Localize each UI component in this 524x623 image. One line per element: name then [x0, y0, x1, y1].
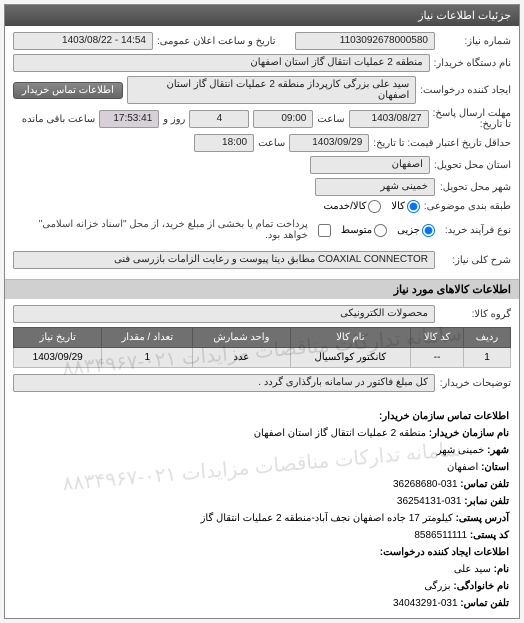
remain-label: ساعت باقی مانده	[22, 114, 95, 125]
radio-medium-input[interactable]	[374, 224, 387, 237]
topic-radio-group: کالا کالا/خدمت	[323, 200, 419, 213]
time-remaining: 17:53:41	[99, 110, 159, 128]
col-unit: واحد شمارش	[193, 328, 290, 348]
phone-line: تلفن تماس: 031-36268680	[15, 476, 509, 493]
city-label: شهر محل تحویل:	[439, 182, 511, 193]
buyer-note-value: کل مبلغ فاکتور در سامانه بارگذاری گردد .	[13, 374, 435, 392]
city-value: خمینی شهر	[315, 178, 435, 196]
col-idx: ردیف	[464, 328, 511, 348]
province-value: اصفهان	[310, 156, 430, 174]
radio-small-input[interactable]	[422, 224, 435, 237]
valid-label: حداقل تاریخ اعتبار قیمت: تا تاریخ:	[373, 138, 511, 149]
post-line: کد پستی: 8586511111	[15, 527, 509, 544]
table-row[interactable]: 1 -- کانکتور کواکسیال عدد 1 1403/09/29	[14, 348, 511, 368]
cell-name: کانکتور کواکسیال	[290, 348, 411, 368]
cell-date: 1403/09/29	[14, 348, 102, 368]
buyer-org-label: نام دستگاه خریدار:	[434, 58, 511, 69]
valid-time: 18:00	[194, 134, 254, 152]
panel-title: جزئیات اطلاعات نیاز	[418, 10, 511, 22]
treasury-checkbox[interactable]	[318, 224, 331, 237]
requester-label: ایجاد کننده درخواست:	[420, 85, 511, 96]
buyer-org-value: منطقه 2 عملیات انتقال گاز استان اصفهان	[13, 54, 430, 72]
org-line: نام سازمان خریدار: منطقه 2 عملیات انتقال…	[15, 425, 509, 442]
cell-code: --	[411, 348, 464, 368]
col-name: نام کالا	[290, 328, 411, 348]
panel-header: جزئیات اطلاعات نیاز	[5, 5, 519, 26]
radio-medium[interactable]: متوسط	[341, 224, 387, 237]
deadline-time-label: ساعت	[317, 114, 344, 125]
addr-line: آدرس پستی: کیلومتر 17 جاده اصفهان نجف آب…	[15, 510, 509, 527]
cphone-line: تلفن تماس: 031-34043291	[15, 595, 509, 612]
process-note: پرداخت تمام یا بخشی از مبلغ خرید، از محل…	[13, 217, 308, 243]
process-label: نوع فرآیند خرید:	[439, 225, 511, 236]
desc-label: شرح کلی نیاز:	[439, 255, 511, 266]
days-label: روز و	[163, 114, 185, 125]
col-code: کد کالا	[411, 328, 464, 348]
valid-date: 1403/09/29	[289, 134, 369, 152]
ann-date-value: 14:54 - 1403/08/22	[13, 32, 153, 50]
req-no-label: شماره نیاز:	[439, 36, 511, 47]
days-remaining: 4	[189, 110, 249, 128]
creator-heading: اطلاعات ایجاد کننده درخواست:	[15, 544, 509, 561]
topic-cat-label: طبقه بندی موضوعی:	[424, 201, 511, 212]
col-date: تاریخ نیاز	[14, 328, 102, 348]
buyer-note-label: توضیحات خریدار:	[439, 378, 511, 389]
cell-qty: 1	[102, 348, 193, 368]
goods-section-title: اطلاعات کالاهای مورد نیاز	[5, 279, 519, 299]
cell-unit: عدد	[193, 348, 290, 368]
deadline-label: مهلت ارسال پاسخ:تا تاریخ:	[433, 108, 511, 130]
radio-goods-input[interactable]	[407, 200, 420, 213]
lname-line: نام خانوادگی: بزرگی	[15, 578, 509, 595]
ann-date-label: تاریخ و ساعت اعلان عمومی:	[157, 36, 291, 47]
process-radio-group: جزیی متوسط پرداخت تمام یا بخشی از مبلغ خ…	[13, 217, 435, 243]
city-line: شهر: خمینی شهر	[15, 442, 509, 459]
province-label: استان محل تحویل:	[434, 160, 511, 171]
goods-table: ردیف کد کالا نام کالا واحد شمارش تعداد /…	[13, 327, 511, 368]
table-header-row: ردیف کد کالا نام کالا واحد شمارش تعداد /…	[14, 328, 511, 348]
radio-service[interactable]: کالا/خدمت	[323, 200, 381, 213]
desc-value: COAXIAL CONNECTOR مطابق دیتا پیوست و رعا…	[13, 251, 435, 269]
name-line: نام: سید علی	[15, 561, 509, 578]
col-qty: تعداد / مقدار	[102, 328, 193, 348]
contact-heading: اطلاعات تماس سازمان خریدار:	[15, 408, 509, 425]
radio-service-input[interactable]	[368, 200, 381, 213]
group-label: گروه کالا:	[439, 309, 511, 320]
radio-small[interactable]: جزیی	[397, 224, 435, 237]
deadline-time: 09:00	[253, 110, 313, 128]
fax-line: تلفن نمابر: 031-36254131	[15, 493, 509, 510]
group-value: محصولات الکترونیکی	[13, 305, 435, 323]
prov-line: استان: اصفهان	[15, 459, 509, 476]
deadline-date: 1403/08/27	[349, 110, 429, 128]
requester-value: سید علی بزرگی کارپرداز منطقه 2 عملیات ان…	[127, 76, 416, 104]
contact-buyer-button[interactable]: اطلاعات تماس خریدار	[13, 82, 123, 99]
radio-goods[interactable]: کالا	[391, 200, 420, 213]
valid-time-label: ساعت	[258, 138, 285, 149]
req-no-value: 1103092678000580	[295, 32, 435, 50]
cell-idx: 1	[464, 348, 511, 368]
